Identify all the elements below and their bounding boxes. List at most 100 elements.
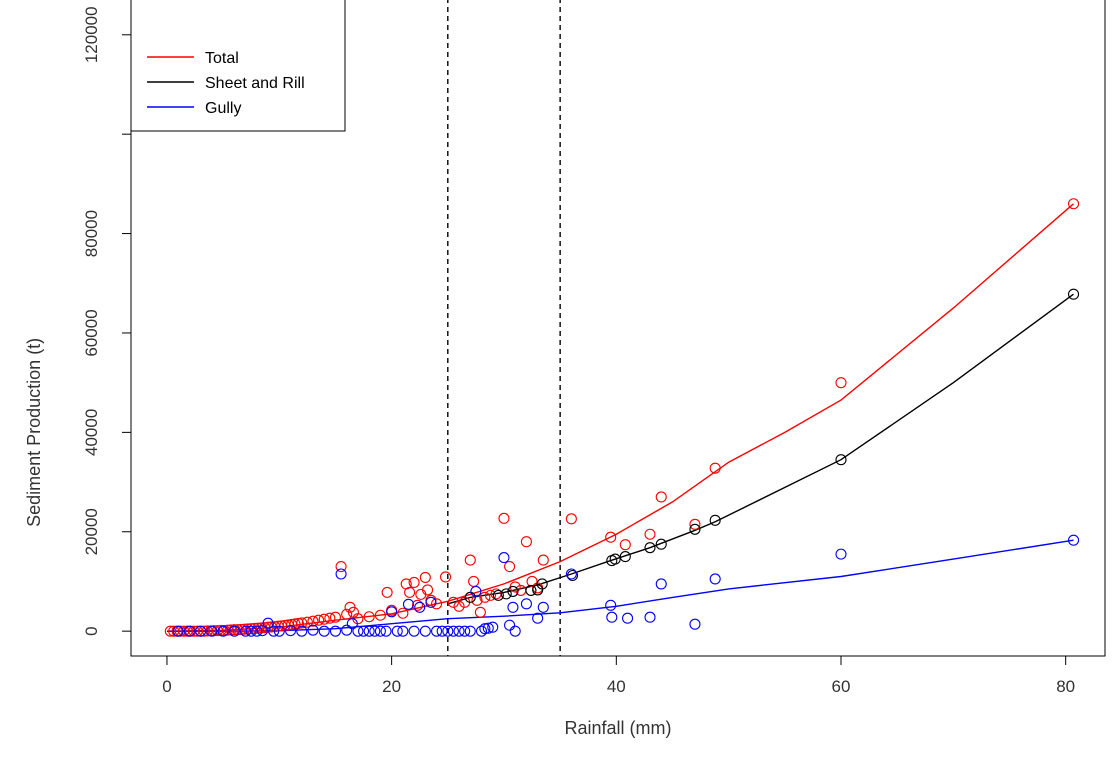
point-total <box>526 575 538 588</box>
point-gully <box>346 618 358 630</box>
point-total <box>411 599 424 611</box>
point-gully <box>183 625 195 637</box>
point-sheet-and-rill <box>500 588 512 600</box>
point-sheet-and-rill <box>464 591 476 603</box>
data-points <box>164 198 1080 637</box>
point-total <box>404 586 416 598</box>
point-sheet-and-rill <box>619 551 631 563</box>
point-gully <box>447 625 459 637</box>
point-sheet-and-rill <box>655 538 667 550</box>
point-total <box>363 611 375 623</box>
point-gully <box>475 625 488 637</box>
point-total <box>453 600 465 612</box>
point-total <box>408 576 420 588</box>
point-gully <box>329 625 342 637</box>
point-total <box>335 560 347 573</box>
point-gully <box>380 625 392 637</box>
point-gully <box>273 625 285 637</box>
point-gully <box>256 625 268 637</box>
legend-label: Total <box>205 50 239 67</box>
point-gully <box>228 625 240 637</box>
point-gully <box>251 625 263 637</box>
point-gully <box>509 625 521 637</box>
point-total <box>381 586 393 598</box>
point-total <box>307 615 319 627</box>
point-total <box>374 609 386 621</box>
point-gully <box>195 625 207 637</box>
point-total <box>520 536 532 548</box>
point-gully <box>425 596 437 608</box>
point-gully <box>507 601 519 613</box>
curve-sheet-and-rill <box>447 293 1074 605</box>
point-gully <box>709 573 721 585</box>
point-total <box>655 491 667 503</box>
point-gully <box>442 625 454 637</box>
point-gully <box>262 617 274 629</box>
y-tick-label: 80000 <box>82 210 101 257</box>
legend-label: Sheet and Rill <box>205 75 305 92</box>
point-total <box>605 531 617 543</box>
point-gully <box>296 625 308 637</box>
point-gully <box>408 625 420 637</box>
point-sheet-and-rill <box>566 569 579 582</box>
point-gully <box>206 625 218 637</box>
point-sheet-and-rill <box>536 578 548 590</box>
point-gully <box>436 625 448 637</box>
x-tick-label: 20 <box>382 677 401 696</box>
point-total <box>835 377 847 389</box>
point-gully <box>606 611 618 623</box>
point-total <box>498 512 510 524</box>
point-gully <box>689 618 701 630</box>
x-axis: 0 20 40 60 80 <box>162 656 1075 696</box>
curve-total <box>166 203 1074 632</box>
point-gully <box>431 625 443 637</box>
point-total <box>474 606 486 618</box>
point-total <box>709 462 721 474</box>
point-total <box>313 614 325 626</box>
point-gully <box>397 625 409 637</box>
point-total <box>324 612 336 624</box>
plot-border <box>130 0 1106 657</box>
point-gully <box>605 599 617 611</box>
point-gully <box>621 612 634 624</box>
y-tick-label: 120000 <box>82 6 101 63</box>
point-gully <box>644 611 656 623</box>
point-total <box>447 596 459 608</box>
point-gully <box>419 625 431 637</box>
point-sheet-and-rill <box>1067 288 1080 300</box>
point-gully <box>482 622 494 634</box>
fitted-curves <box>166 203 1074 632</box>
point-gully <box>453 625 465 637</box>
point-total <box>397 607 409 619</box>
point-gully <box>386 606 398 618</box>
x-tick-label: 40 <box>607 677 626 696</box>
point-total <box>537 554 549 566</box>
point-gully <box>284 625 297 637</box>
point-gully <box>307 624 319 636</box>
point-gully <box>459 625 471 637</box>
point-total <box>329 611 342 623</box>
point-total <box>440 571 452 583</box>
plot-area <box>130 0 1106 657</box>
point-total <box>419 571 431 584</box>
point-gully <box>369 625 381 637</box>
legend-box <box>130 0 346 132</box>
point-gully <box>402 598 415 610</box>
point-total <box>292 617 304 629</box>
point-total <box>479 591 491 603</box>
x-tick-label: 0 <box>162 677 171 696</box>
point-gully <box>374 625 386 637</box>
point-total <box>565 513 577 525</box>
point-gully <box>655 578 667 590</box>
point-total <box>422 584 434 596</box>
point-total <box>341 608 353 620</box>
y-axis-title: Sediment Production (t) <box>24 338 44 527</box>
x-axis-title: Rainfall (mm) <box>564 718 671 738</box>
point-gully <box>835 548 847 560</box>
point-sheet-and-rill <box>507 585 519 597</box>
point-sheet-and-rill <box>609 553 621 565</box>
x-tick-label: 80 <box>1056 677 1075 696</box>
point-total <box>296 617 308 629</box>
point-total <box>468 575 480 588</box>
